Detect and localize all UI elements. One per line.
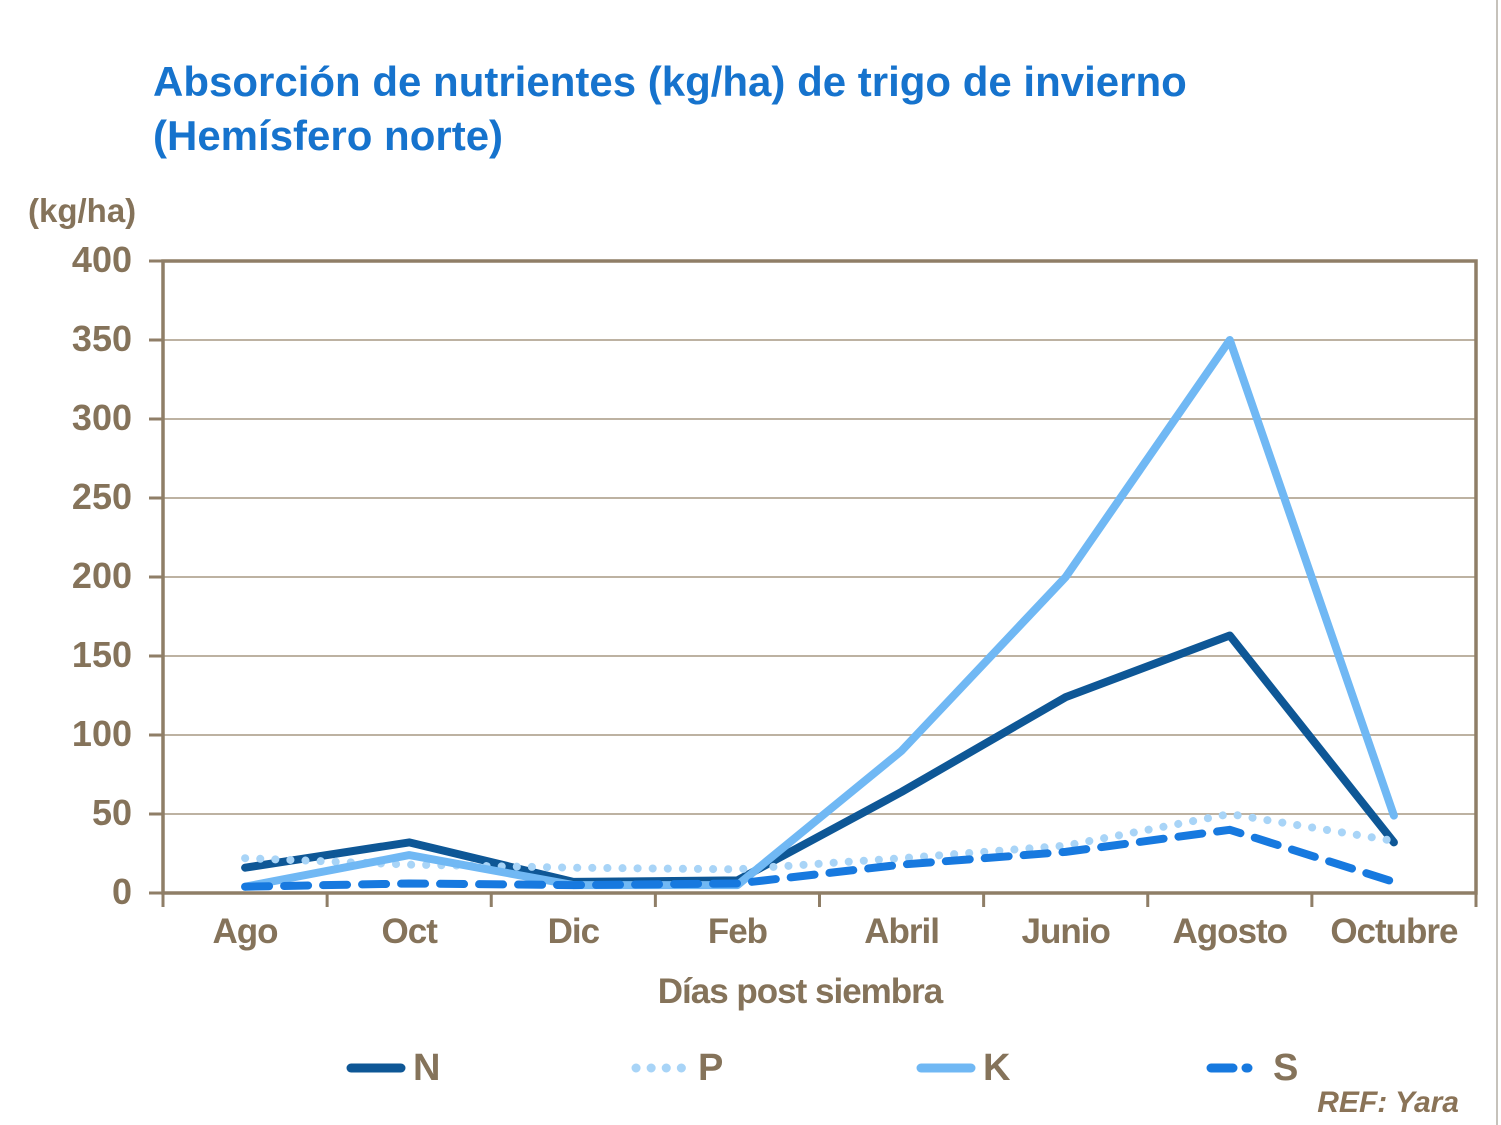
page-edge-line	[1496, 0, 1498, 1125]
x-axis-tick-label: Dic	[547, 912, 600, 951]
legend-item-S: S	[1205, 1046, 1298, 1089]
y-axis-tick-label: 250	[71, 476, 132, 517]
x-axis-tick-label: Octubre	[1330, 912, 1458, 951]
series-K-line	[241, 336, 1398, 891]
y-axis-tick-label: 0	[111, 871, 132, 912]
legend-label-K: K	[983, 1046, 1010, 1089]
y-axis-tick-label: 50	[91, 792, 132, 833]
x-axis-tick-label: Junio	[1021, 912, 1111, 951]
x-axis-title: Días post siembra	[657, 972, 944, 1011]
legend-item-P: P	[630, 1046, 723, 1089]
legend-swatch-K	[916, 1063, 976, 1073]
x-axis-tick-label: Abril	[864, 912, 940, 951]
y-axis-tick-label: 200	[71, 555, 132, 596]
legend-item-K: K	[915, 1046, 1010, 1089]
legend-swatch-N	[346, 1063, 406, 1073]
y-axis-tick-label: 400	[71, 239, 132, 280]
plot-frame	[161, 259, 1478, 895]
chart-title: Absorción de nutrientes (kg/ha) de trigo…	[153, 55, 1433, 163]
legend-item-N: N	[345, 1046, 440, 1089]
legend-label-S: S	[1273, 1046, 1298, 1089]
legend-label-P: P	[698, 1046, 723, 1089]
legend-label-N: N	[413, 1046, 440, 1089]
x-axis-tick-label: Ago	[212, 912, 279, 951]
y-axis-tick-label: 300	[71, 397, 132, 438]
chart-title-line2: (Hemísfero norte)	[153, 111, 504, 159]
y-axis-tick-label: 100	[71, 713, 132, 754]
y-axis-tick-label: 150	[71, 634, 132, 675]
reference-note: REF: Yara	[1317, 1086, 1459, 1119]
series-S-line	[241, 825, 1398, 891]
x-axis-tick-label: Feb	[707, 912, 768, 951]
series-P-line	[241, 810, 1398, 874]
legend-swatch-S	[1206, 1063, 1266, 1073]
x-axis-tick-label: Agosto	[1172, 912, 1289, 951]
legend-swatch-P	[631, 1063, 691, 1073]
y-axis-unit-label: (kg/ha)	[28, 192, 137, 229]
y-axis-tick-label: 350	[71, 318, 132, 359]
series-N-line	[241, 631, 1398, 886]
x-axis-tick-label: Oct	[381, 912, 438, 951]
chart-title-line1: Absorción de nutrientes (kg/ha) de trigo…	[153, 58, 1187, 105]
